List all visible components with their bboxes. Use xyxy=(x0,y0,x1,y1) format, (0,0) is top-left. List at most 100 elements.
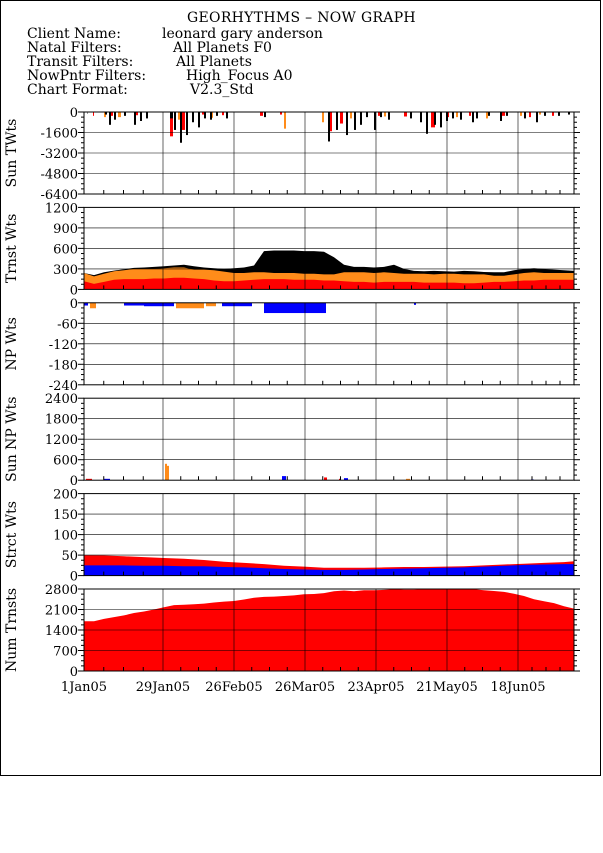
y-tick-label: -120 xyxy=(49,338,78,353)
panel-5: 2800 2100 1400 700 0 Num Trnsts 1Jan05 29Jan05 2… xyxy=(4,583,580,695)
bar-black-24 xyxy=(366,112,368,118)
bar-black-27 xyxy=(388,112,390,120)
bar-orange-11 xyxy=(520,112,522,116)
bar-blue-2 xyxy=(144,302,174,307)
bar-black-21 xyxy=(346,112,348,136)
y-tick-label: 150 xyxy=(53,508,78,523)
y-tick-label: 0 xyxy=(70,106,78,121)
bar-red-9 xyxy=(280,112,282,115)
bar-black-34 xyxy=(452,112,454,119)
chart-title: GEORHYTHMS – NOW GRAPH xyxy=(187,10,416,26)
bar-red-12 xyxy=(378,112,380,116)
bar-orange-2 xyxy=(178,112,180,120)
y-tick-label: 1200 xyxy=(45,433,78,448)
y-tick-label: 1200 xyxy=(45,201,78,216)
y-tick-label: 2100 xyxy=(45,604,78,619)
y-tick-label: -180 xyxy=(49,358,78,373)
bar-red-6 xyxy=(202,112,204,115)
bar-orange-9 xyxy=(456,112,458,118)
bar-black-38 xyxy=(488,112,490,116)
bar-blue-1 xyxy=(282,476,286,481)
panel-2: 0 -60 -120 -180 -240 NP Wts xyxy=(4,297,580,394)
bar-red-16 xyxy=(469,112,471,116)
bar-black-17 xyxy=(226,112,228,119)
y-tick-label: -240 xyxy=(49,379,78,394)
y-tick-label: 300 xyxy=(53,263,78,278)
bar-black-36 xyxy=(472,112,474,123)
bar-black-26 xyxy=(380,112,382,118)
bar-black-32 xyxy=(440,112,442,128)
y-tick-label: 700 xyxy=(53,645,78,660)
header-label-natal: Natal Filters: xyxy=(27,40,122,56)
x-tick-label: 1Jan05 xyxy=(61,680,107,695)
bar-red-1 xyxy=(93,112,94,116)
bar-red-8 xyxy=(260,112,263,116)
bar-black-25 xyxy=(374,112,376,130)
y-axis-label: NP Wts xyxy=(4,317,20,370)
header-value-transit: All Planets xyxy=(176,54,252,70)
bar-blue-3 xyxy=(222,302,252,307)
header-label-nowpntr: NowPntr Filters: xyxy=(27,68,147,84)
y-axis-label: Sun TWts xyxy=(4,119,20,188)
bar-black-29 xyxy=(420,112,422,123)
y-tick-label: 600 xyxy=(53,242,78,257)
header-label-format: Chart Format: xyxy=(27,82,128,98)
panel-1: 1200 900 600 300 0 Trnst Wts xyxy=(4,201,580,298)
bar-black-40 xyxy=(506,112,508,116)
header-label-client: Client Name: xyxy=(27,26,121,42)
panel-border xyxy=(83,302,575,386)
bar-black-41 xyxy=(524,112,526,119)
header-value-client: leonard gary anderson xyxy=(162,26,323,42)
bar-black-37 xyxy=(476,112,478,119)
y-tick-label: 0 xyxy=(70,297,78,312)
y-tick-label: 200 xyxy=(53,488,78,503)
bar-red-3 xyxy=(136,112,138,116)
x-tick-label: 23Apr05 xyxy=(347,680,404,695)
bar-black-43 xyxy=(544,112,546,116)
bar-blue-5 xyxy=(414,302,416,305)
y-tick-label: 0 xyxy=(70,570,78,585)
y-tick-label: 1400 xyxy=(45,624,78,639)
bar-black-9 xyxy=(174,112,176,130)
bar-black-5 xyxy=(134,112,136,125)
bar-blue-0 xyxy=(84,302,88,306)
y-axis-label: Strct Wts xyxy=(4,501,20,568)
panel-border xyxy=(83,206,575,290)
panel-border xyxy=(83,111,575,195)
header-value-nowpntr: High_Focus A0 xyxy=(186,68,293,84)
bar-black-3 xyxy=(114,112,116,120)
panel-3: 2400 1800 1200 600 0 Sun NP Wts xyxy=(4,392,580,489)
x-tick-label: 26Feb05 xyxy=(205,680,262,695)
y-tick-label: 0 xyxy=(70,474,78,489)
bar-orange-1 xyxy=(167,465,169,481)
panel-border xyxy=(83,397,575,481)
bar-black-45 xyxy=(568,112,570,115)
bar-red-13 xyxy=(404,112,407,117)
y-axis-label: Num Trnsts xyxy=(4,588,20,672)
header-value-format: V2.3_Std xyxy=(190,82,254,98)
bar-black-35 xyxy=(460,112,462,120)
bar-black-23 xyxy=(360,112,362,125)
bar-black-4 xyxy=(124,112,126,116)
bar-black-1 xyxy=(105,112,107,115)
bar-black-16 xyxy=(216,112,218,116)
bar-blue-1 xyxy=(124,302,144,306)
bar-black-15 xyxy=(210,112,212,120)
y-tick-label: 2800 xyxy=(45,583,78,598)
bar-black-13 xyxy=(198,112,200,128)
chart-frame xyxy=(0,0,601,776)
panel-0: 0 -1600 -3200 -4800 -6400 Sun TWts xyxy=(4,106,580,203)
y-axis-label: Sun NP Wts xyxy=(4,396,20,481)
bar-red-1 xyxy=(324,477,327,481)
bar-red-2 xyxy=(111,112,113,116)
y-tick-label: -3200 xyxy=(41,147,78,162)
y-tick-label: 100 xyxy=(53,529,78,544)
y-tick-label: 900 xyxy=(53,222,78,237)
bar-orange-6 xyxy=(350,112,352,119)
bar-black-42 xyxy=(536,112,538,123)
bar-red-14 xyxy=(431,112,435,128)
y-tick-label: 50 xyxy=(61,549,78,564)
x-tick-label: 26Mar05 xyxy=(275,680,335,695)
bar-orange-1 xyxy=(118,112,121,118)
